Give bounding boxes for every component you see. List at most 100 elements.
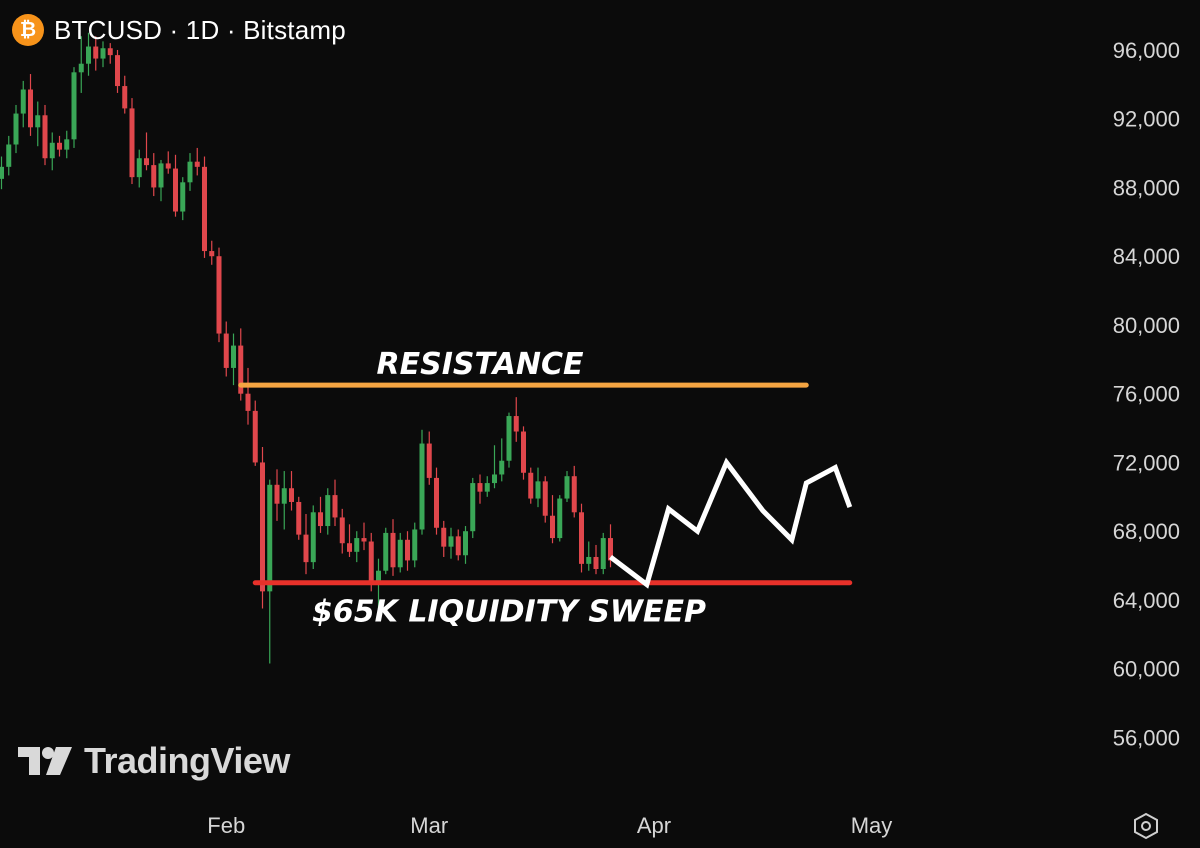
- x-tick-label: Feb: [207, 813, 245, 838]
- y-tick-label: 60,000: [1113, 657, 1180, 682]
- candle: [223, 321, 229, 377]
- tradingview-logo: [18, 747, 72, 775]
- price-axis[interactable]: 96,000 92,000 88,000 84,000 80,000 76,000 72,0…: [1113, 38, 1180, 750]
- candle-body: [86, 46, 91, 64]
- candle-body: [209, 251, 215, 257]
- candle-body: [332, 495, 338, 518]
- y-tick-label: 88,000: [1113, 175, 1180, 200]
- candle-body: [151, 165, 157, 188]
- x-tick-label: May: [851, 813, 893, 838]
- candle-body: [564, 476, 570, 499]
- candle: [49, 132, 55, 171]
- brand-name: TradingView: [84, 740, 290, 781]
- candle-body: [93, 46, 99, 59]
- candle-body: [542, 481, 548, 516]
- candle: [455, 529, 461, 561]
- candle: [376, 558, 381, 621]
- candle: [448, 527, 454, 559]
- candle: [202, 156, 207, 258]
- y-tick-label: 64,000: [1113, 588, 1180, 613]
- candle: [209, 240, 215, 265]
- candle: [499, 438, 505, 482]
- chart-annotations: RESISTANCE $65K LIQUIDITY SWEEP: [312, 347, 706, 629]
- candle: [281, 471, 287, 530]
- candle: [325, 488, 331, 535]
- bitcoin-icon: ₿: [12, 14, 44, 46]
- hexagon-gear-icon[interactable]: [1132, 812, 1160, 840]
- candle: [289, 471, 294, 511]
- candle-body: [419, 443, 425, 530]
- candle: [593, 544, 599, 575]
- candle-body: [405, 539, 410, 561]
- candle-body: [71, 72, 77, 140]
- time-axis[interactable]: 26FebMarAprMay: [0, 813, 892, 838]
- candle-body: [57, 142, 62, 150]
- candle: [419, 429, 425, 535]
- candle: [550, 495, 555, 544]
- candle: [390, 519, 396, 576]
- candle: [463, 526, 468, 564]
- candle-body: [354, 538, 360, 552]
- y-tick-label: 56,000: [1113, 725, 1180, 750]
- tradingview-watermark: TradingView: [18, 740, 290, 782]
- candle: [492, 445, 497, 489]
- candle: [194, 147, 200, 176]
- candle-body: [368, 541, 374, 585]
- candle-body: [557, 498, 563, 539]
- candle: [557, 495, 563, 542]
- candle-body: [260, 462, 265, 592]
- candle-body: [64, 139, 70, 150]
- annotation-label: $65K LIQUIDITY SWEEP: [312, 594, 706, 629]
- candle-body: [441, 527, 447, 547]
- candle: [122, 75, 128, 114]
- candle: [158, 159, 164, 202]
- candle-body: [231, 345, 236, 368]
- candle-body: [78, 63, 84, 73]
- candle-body: [194, 161, 200, 167]
- candle-body: [521, 431, 526, 473]
- candle-body: [513, 416, 519, 432]
- projected-path: [608, 457, 853, 589]
- candle: [354, 531, 360, 563]
- candle: [245, 367, 251, 425]
- candle-body: [20, 89, 26, 114]
- candle: [165, 151, 171, 174]
- candle: [412, 522, 418, 568]
- y-tick-label: 76,000: [1113, 382, 1180, 407]
- candle-body: [550, 515, 555, 539]
- candle: [144, 132, 149, 171]
- candle: [238, 328, 244, 401]
- candle-body: [6, 144, 12, 167]
- candle: [434, 467, 439, 535]
- candle: [216, 247, 222, 343]
- candle-body: [579, 512, 584, 564]
- symbol-header[interactable]: ₿ BTCUSD · 1D · Bitstamp: [12, 14, 346, 46]
- candle-body: [28, 89, 33, 128]
- candle-body: [107, 48, 113, 56]
- candle: [303, 514, 309, 575]
- candle-body: [310, 512, 316, 563]
- candle: [513, 397, 519, 442]
- candle-body: [296, 501, 302, 535]
- candle: [136, 149, 142, 188]
- candle: [13, 104, 19, 154]
- candle-body: [477, 483, 483, 492]
- candle-body: [216, 256, 222, 334]
- candle: [173, 154, 178, 217]
- candle-body: [245, 393, 251, 411]
- candle: [347, 524, 352, 557]
- candle: [318, 496, 323, 533]
- candle: [361, 522, 367, 551]
- candle-body: [223, 333, 229, 368]
- candle: [28, 74, 33, 136]
- candle: [64, 130, 70, 159]
- annotation-label: RESISTANCE: [377, 347, 584, 382]
- candle: [542, 476, 548, 523]
- candle: [332, 479, 338, 527]
- candle: [35, 101, 41, 147]
- candle-body: [180, 182, 186, 212]
- candle: [296, 496, 302, 540]
- candle: [521, 426, 526, 480]
- candle-body: [165, 163, 171, 169]
